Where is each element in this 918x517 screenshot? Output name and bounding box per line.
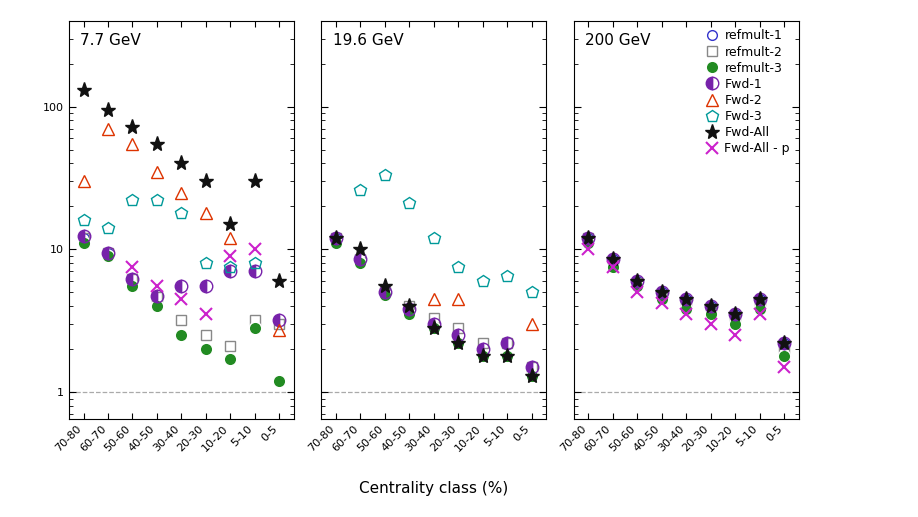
Text: 200 GeV: 200 GeV — [585, 33, 651, 48]
Text: 7.7 GeV: 7.7 GeV — [80, 33, 140, 48]
Legend: refmult-1, refmult-2, refmult-3, Fwd-1, Fwd-2, Fwd-3, Fwd-All, Fwd-All - p: refmult-1, refmult-2, refmult-3, Fwd-1, … — [703, 27, 792, 158]
Text: Centrality class (%): Centrality class (%) — [359, 481, 509, 496]
Text: 19.6 GeV: 19.6 GeV — [332, 33, 403, 48]
